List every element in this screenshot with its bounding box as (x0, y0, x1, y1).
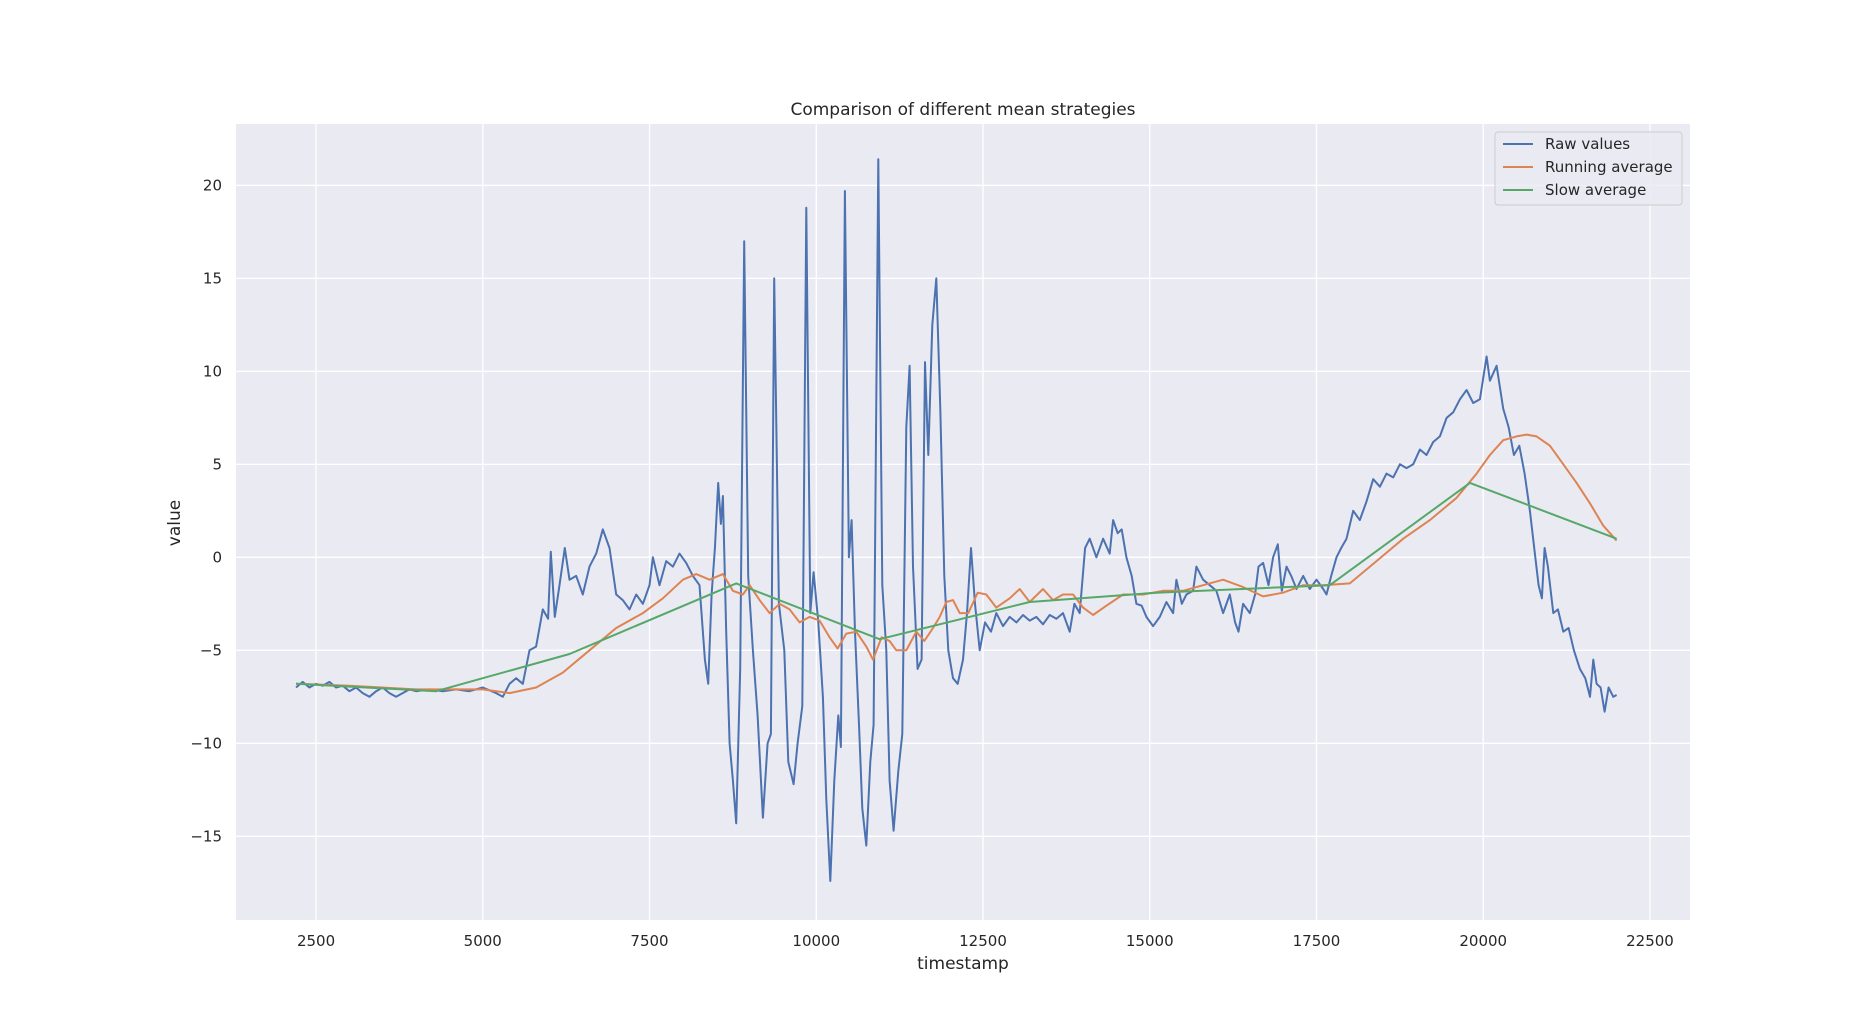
x-tick-label: 12500 (959, 932, 1007, 950)
legend-box (1494, 131, 1683, 206)
y-tick-label: 0 (212, 548, 222, 566)
y-tick-label: −10 (190, 734, 222, 752)
y-tick-label: 15 (203, 269, 222, 287)
y-tick-label: 5 (212, 455, 222, 473)
x-axis-ticks: 2500 5000 7500 10000 12500 15000 17500 20000 225… (297, 932, 1674, 950)
y-tick-label: 20 (203, 176, 222, 194)
grid (236, 124, 1690, 920)
x-tick-label: 2500 (297, 932, 335, 950)
x-tick-label: 5000 (464, 932, 502, 950)
x-tick-label: 20000 (1459, 932, 1507, 950)
x-tick-label: 15000 (1126, 932, 1174, 950)
legend: Raw values Running average Slow average (1494, 131, 1683, 206)
series-line-slow-average (295, 481, 1617, 693)
legend-label-slow-average: Slow average (1545, 181, 1646, 199)
y-tick-label: −15 (190, 827, 222, 845)
series-line-running-average (295, 433, 1618, 695)
x-tick-label: 7500 (630, 932, 668, 950)
legend-label-raw-values: Raw values (1545, 135, 1630, 153)
chart-title: Comparison of different mean strategies (790, 100, 1135, 120)
y-tick-label: −5 (200, 641, 222, 659)
y-axis-ticks: −15 −10 −5 0 5 10 15 20 (190, 176, 222, 845)
y-axis-title: value (165, 500, 185, 546)
x-axis-title: timestamp (917, 954, 1009, 974)
plot-background (236, 124, 1690, 920)
legend-label-running-average: Running average (1545, 158, 1673, 176)
series-lines (295, 158, 1618, 882)
x-tick-label: 17500 (1293, 932, 1341, 950)
x-tick-label: 22500 (1626, 932, 1674, 950)
y-tick-label: 10 (203, 362, 222, 380)
x-tick-label: 10000 (792, 932, 840, 950)
series-line-raw-values (295, 158, 1618, 882)
